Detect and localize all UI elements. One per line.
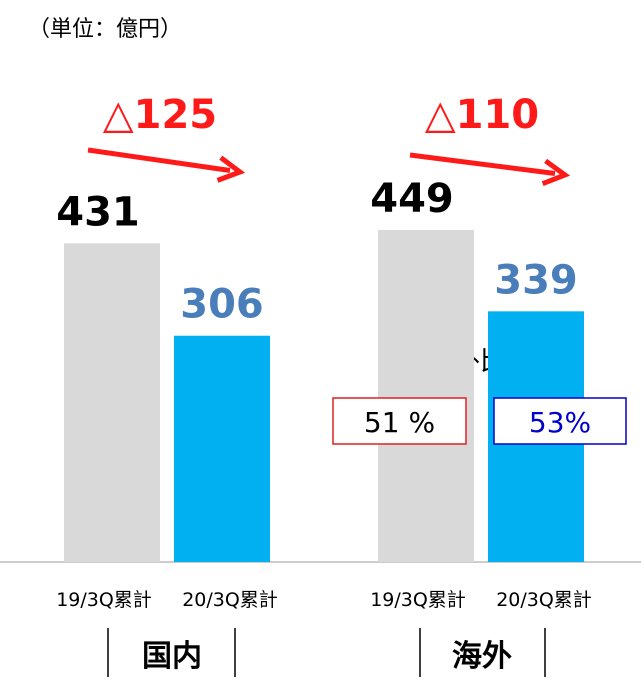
value-label: 306 (180, 282, 264, 328)
group-label: 国内 (142, 639, 202, 674)
change-label: △125 (103, 92, 217, 138)
arrow-head (216, 155, 246, 183)
bar (378, 230, 474, 562)
trend-arrow (409, 152, 556, 176)
value-label: 449 (370, 176, 454, 222)
x-tick-label: 20/3Q累計 (496, 589, 592, 611)
ratio-label: 51 % (364, 406, 435, 439)
unit-label: （単位：億円） (28, 17, 182, 42)
x-tick-label: 20/3Q累計 (182, 589, 278, 611)
ratio-box (493, 397, 627, 445)
arrow-head (541, 158, 571, 187)
ratio-box (332, 397, 467, 445)
trend-arrow (87, 147, 231, 173)
ratio-label: 53% (529, 406, 591, 439)
group-label: 海外 (452, 639, 512, 674)
value-label: 431 (56, 189, 140, 235)
bar (64, 243, 160, 562)
x-tick-label: 19/3Q累計 (370, 589, 466, 611)
x-tick-label: 19/3Q累計 (56, 589, 152, 611)
change-label: △110 (425, 92, 539, 138)
value-label: 339 (494, 257, 578, 303)
bar (174, 335, 270, 562)
